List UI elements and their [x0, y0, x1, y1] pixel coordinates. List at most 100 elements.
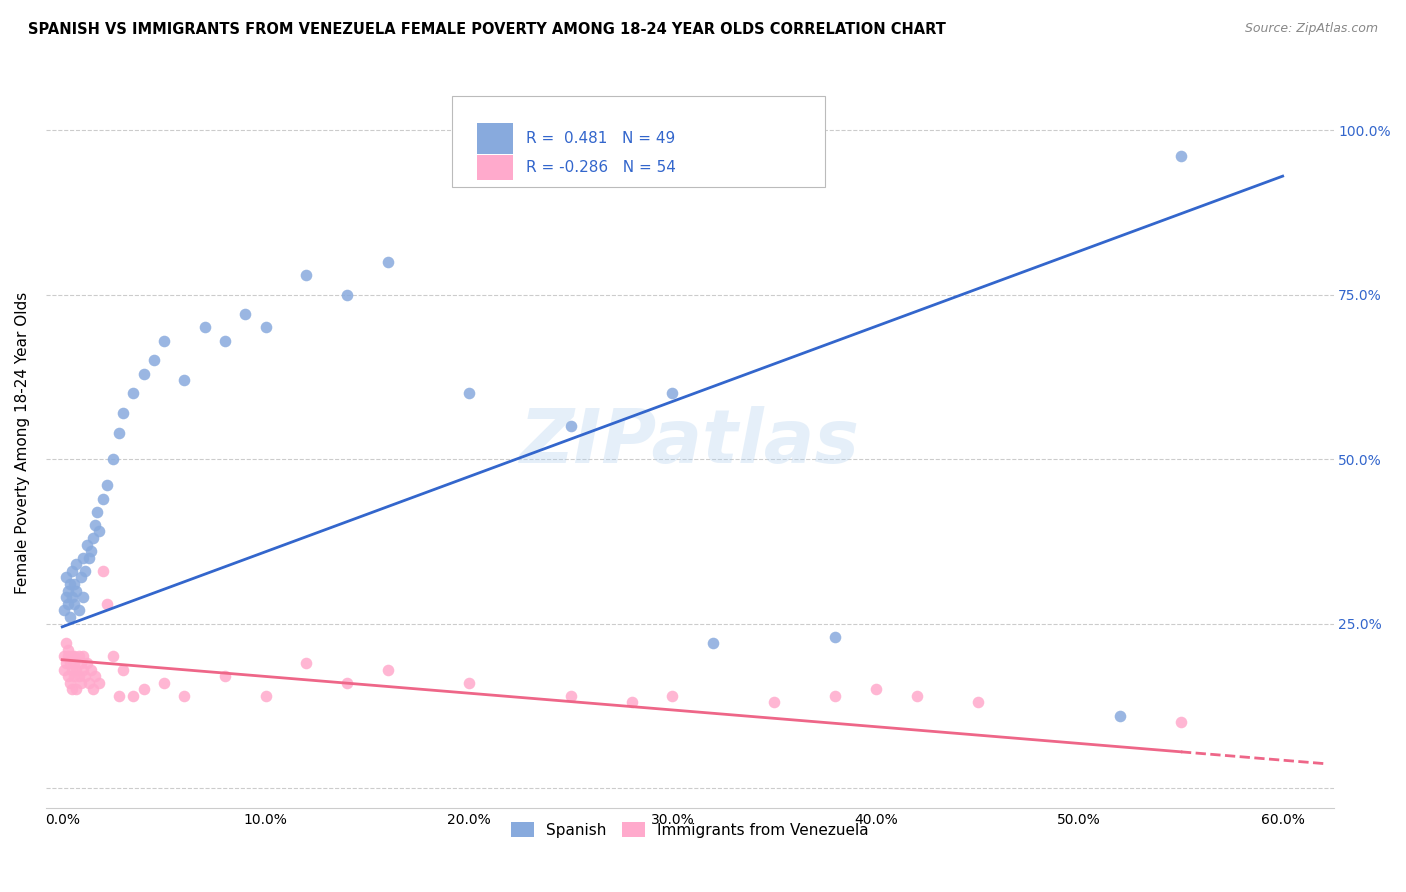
Point	[55, 636, 77, 650]
Point	[69, 570, 91, 584]
Point	[59, 577, 82, 591]
Point	[1170, 149, 1192, 163]
Point	[77, 550, 100, 565]
Point	[112, 406, 135, 420]
Bar	[477, 155, 513, 179]
Point	[966, 696, 988, 710]
Point	[108, 689, 131, 703]
Point	[91, 564, 114, 578]
Point	[132, 367, 155, 381]
Point	[295, 268, 318, 282]
Legend: Spanish, Immigrants from Venezuela: Spanish, Immigrants from Venezuela	[505, 815, 875, 844]
Point	[67, 603, 90, 617]
Point	[58, 649, 80, 664]
Point	[67, 669, 90, 683]
Point	[194, 320, 217, 334]
Point	[295, 656, 318, 670]
Point	[336, 675, 359, 690]
Point	[96, 597, 118, 611]
Point	[80, 663, 103, 677]
Point	[173, 373, 195, 387]
Point	[702, 636, 724, 650]
Point	[101, 452, 124, 467]
Point	[1170, 715, 1192, 730]
Point	[458, 386, 481, 401]
FancyBboxPatch shape	[451, 95, 825, 187]
Point	[82, 531, 104, 545]
Point	[69, 656, 91, 670]
Point	[62, 682, 84, 697]
Point	[153, 675, 176, 690]
Point	[63, 669, 86, 683]
Point	[173, 689, 195, 703]
Point	[67, 649, 90, 664]
Point	[63, 597, 86, 611]
Text: R = -0.286   N = 54: R = -0.286 N = 54	[526, 160, 676, 175]
Point	[214, 334, 236, 348]
Bar	[477, 123, 513, 154]
Point	[233, 307, 256, 321]
Point	[69, 675, 91, 690]
Point	[55, 591, 77, 605]
Point	[53, 663, 76, 677]
Point	[65, 583, 87, 598]
Point	[82, 682, 104, 697]
Point	[65, 682, 87, 697]
Point	[76, 538, 98, 552]
Point	[87, 524, 110, 539]
Point	[661, 689, 683, 703]
Point	[62, 564, 84, 578]
Point	[87, 675, 110, 690]
Point	[55, 656, 77, 670]
Point	[63, 656, 86, 670]
Point	[905, 689, 928, 703]
Point	[59, 610, 82, 624]
Point	[63, 577, 86, 591]
Point	[153, 334, 176, 348]
Text: SPANISH VS IMMIGRANTS FROM VENEZUELA FEMALE POVERTY AMONG 18-24 YEAR OLDS CORREL: SPANISH VS IMMIGRANTS FROM VENEZUELA FEM…	[28, 22, 946, 37]
Point	[661, 386, 683, 401]
Point	[63, 649, 86, 664]
Point	[86, 505, 108, 519]
Point	[824, 689, 846, 703]
Point	[53, 649, 76, 664]
Point	[254, 689, 277, 703]
Point	[62, 649, 84, 664]
Point	[77, 675, 100, 690]
Point	[65, 663, 87, 677]
Point	[560, 419, 582, 434]
Point	[59, 675, 82, 690]
Text: Source: ZipAtlas.com: Source: ZipAtlas.com	[1244, 22, 1378, 36]
Point	[560, 689, 582, 703]
Point	[458, 675, 481, 690]
Point	[80, 544, 103, 558]
Point	[101, 649, 124, 664]
Point	[132, 682, 155, 697]
Point	[72, 663, 94, 677]
Point	[763, 696, 786, 710]
Point	[59, 656, 82, 670]
Point	[73, 669, 96, 683]
Point	[73, 564, 96, 578]
Point	[824, 630, 846, 644]
Point	[62, 591, 84, 605]
Point	[53, 603, 76, 617]
Point	[377, 663, 399, 677]
Point	[865, 682, 887, 697]
Point	[72, 649, 94, 664]
Point	[58, 669, 80, 683]
Point	[83, 517, 105, 532]
Point	[96, 478, 118, 492]
Point	[91, 491, 114, 506]
Point	[58, 583, 80, 598]
Point	[1109, 708, 1132, 723]
Point	[122, 386, 145, 401]
Point	[83, 669, 105, 683]
Point	[72, 591, 94, 605]
Point	[620, 696, 643, 710]
Point	[377, 254, 399, 268]
Point	[72, 550, 94, 565]
Point	[112, 663, 135, 677]
Point	[336, 287, 359, 301]
Point	[108, 425, 131, 440]
